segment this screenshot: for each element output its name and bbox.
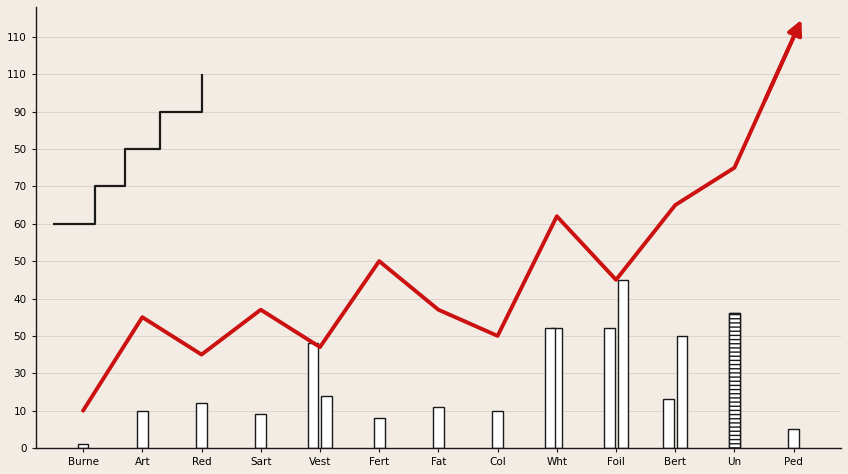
Bar	[321, 396, 332, 448]
Bar	[255, 414, 266, 448]
Bar	[308, 343, 319, 448]
Bar	[677, 336, 688, 448]
Bar	[374, 418, 384, 448]
Bar	[137, 410, 148, 448]
Bar	[729, 313, 739, 448]
Bar	[604, 328, 615, 448]
Bar	[789, 429, 799, 448]
Bar	[551, 328, 562, 448]
Bar	[78, 444, 88, 448]
Bar	[544, 328, 555, 448]
Bar	[617, 280, 628, 448]
Bar	[729, 313, 739, 448]
Bar	[196, 403, 207, 448]
Bar	[663, 400, 674, 448]
Bar	[493, 410, 503, 448]
Bar	[433, 407, 444, 448]
